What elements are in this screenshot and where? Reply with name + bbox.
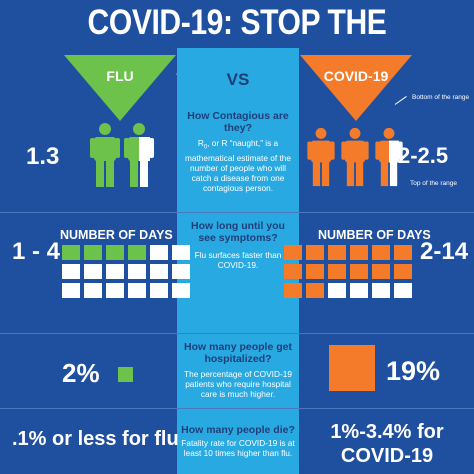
day-square <box>350 264 368 279</box>
day-square <box>150 245 168 260</box>
day-square <box>84 283 102 298</box>
day-square <box>106 245 124 260</box>
covid-hospital-value: 19% <box>386 356 441 386</box>
row-divider <box>0 408 474 409</box>
day-square <box>106 264 124 279</box>
row-divider <box>0 333 474 334</box>
person-icon <box>90 123 120 187</box>
contagious-question: How Contagious are they? <box>187 110 289 134</box>
day-square <box>128 283 146 298</box>
day-square <box>350 245 368 260</box>
day-square <box>394 264 412 279</box>
day-square <box>150 264 168 279</box>
row-divider <box>0 212 474 213</box>
day-square <box>350 283 368 298</box>
covid-death-line2: COVID-19 <box>340 445 434 467</box>
hospital-question: How many people get hospitalized? <box>184 341 292 365</box>
death-answer: Fatality rate for COVID-19 is at least 1… <box>181 438 295 458</box>
flu-r0-value: 1.3 <box>26 143 60 170</box>
day-square <box>150 283 168 298</box>
day-square <box>172 283 190 298</box>
day-square <box>306 283 324 298</box>
contagious-answer-text: , or R “naught,” is a mathematical estim… <box>184 138 292 193</box>
person-icon <box>341 127 369 187</box>
flu-days-value: 1 - 4 <box>12 238 61 265</box>
day-square <box>306 245 324 260</box>
day-square <box>128 264 146 279</box>
covid-r0-value: 2-2.5 <box>398 143 449 168</box>
death-question: How many people die? <box>181 424 295 436</box>
day-square <box>62 245 80 260</box>
contagious-answer: R0, or R “naught,” is a mathematical est… <box>184 138 292 193</box>
day-square <box>372 264 390 279</box>
day-square <box>62 264 80 279</box>
covid-days-value: 2-14 <box>420 238 469 265</box>
day-square <box>84 245 102 260</box>
day-square <box>284 245 302 260</box>
symptoms-question: How long until you see symptoms? <box>191 220 285 244</box>
flu-triangle <box>64 55 176 121</box>
page-title: COVID-19: STOP THE SPREAD <box>87 3 387 88</box>
covid-days-label: NUMBER OF DAYS <box>318 228 431 242</box>
flu-hospital-value: 2% <box>62 358 100 388</box>
day-square <box>62 283 80 298</box>
day-square <box>84 264 102 279</box>
day-square <box>284 264 302 279</box>
day-square <box>394 245 412 260</box>
covid-triangle <box>300 55 412 121</box>
bottom-range-note: Bottom of the range <box>412 94 470 101</box>
day-square <box>106 283 124 298</box>
person-icon <box>307 127 335 187</box>
day-square <box>306 264 324 279</box>
day-square <box>394 283 412 298</box>
flu-death-value: .1% or less for flu <box>12 428 179 450</box>
day-square <box>372 283 390 298</box>
hospital-answer: The percentage of COVID-19 patients who … <box>184 369 292 399</box>
symptoms-answer: Flu surfaces faster than COVID-19. <box>194 250 282 270</box>
day-square <box>284 283 302 298</box>
covid-days-grid <box>284 245 412 298</box>
flu-hospital-square <box>118 367 133 382</box>
day-square <box>128 245 146 260</box>
covid-death-line1: 1%-3.4% for <box>330 421 444 443</box>
flu-days-label: NUMBER OF DAYS <box>60 228 173 242</box>
covid-hospital-square <box>329 345 375 391</box>
center-column <box>177 48 299 474</box>
top-range-note: Top of the range <box>410 180 457 187</box>
flu-days-grid <box>62 245 190 298</box>
day-square <box>172 245 190 260</box>
day-square <box>372 245 390 260</box>
day-square <box>172 264 190 279</box>
day-square <box>328 283 346 298</box>
day-square <box>328 245 346 260</box>
person-icon <box>124 123 154 187</box>
person-icon <box>375 127 403 187</box>
covid-label: COVID-19 <box>323 68 389 84</box>
vs-label: VS <box>226 70 250 89</box>
day-square <box>328 264 346 279</box>
flu-label: FLU <box>106 68 134 84</box>
covid-death-value: 1%-3.4% for COVID-19 <box>300 420 474 468</box>
